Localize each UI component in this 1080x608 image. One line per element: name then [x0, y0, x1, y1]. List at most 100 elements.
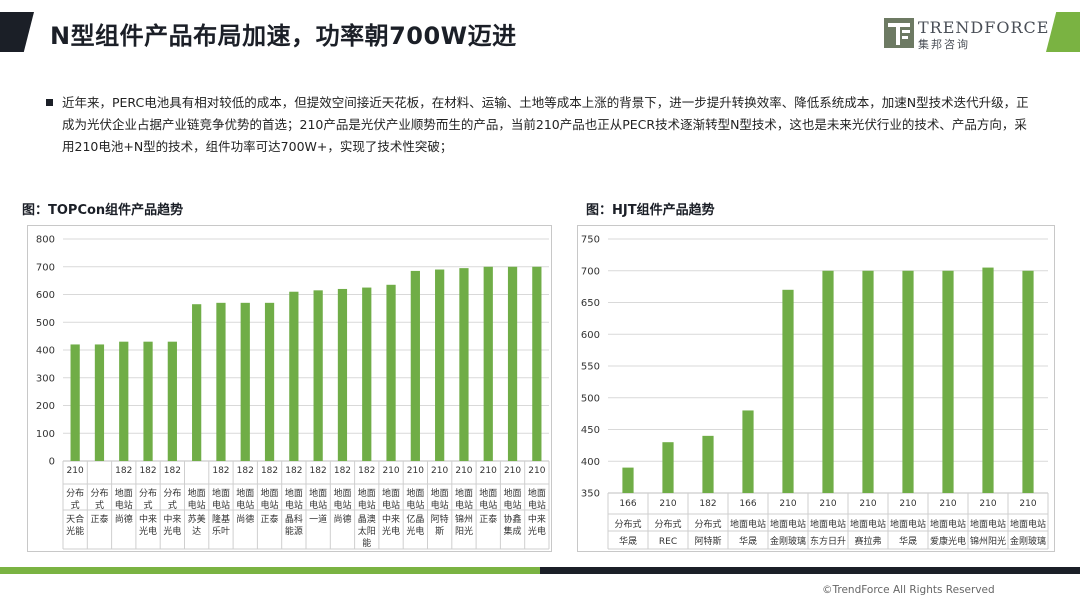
category-company-label: 阳光: [455, 525, 473, 537]
category-company-label: 光电: [406, 525, 424, 537]
category-type-label: 分布: [163, 487, 181, 499]
category-type-label: 地面: [285, 487, 303, 499]
category-size-label: 182: [285, 466, 302, 476]
title-accent-left: [0, 12, 34, 52]
hjt-chart-svg: 350 400 450 500 550 600 650 700 750 166 210 182 166 2…: [581, 235, 1049, 550]
category-type-label: 式: [168, 499, 177, 511]
category-size-label: 210: [382, 466, 399, 476]
category-company-label: 太阳: [358, 525, 376, 537]
bar: [264, 302, 275, 461]
category-size-label: 182: [139, 466, 156, 476]
category-type-label: 地面: [406, 487, 424, 499]
bar: [862, 270, 874, 493]
category-type-label: 电站: [115, 499, 133, 511]
bar: [337, 288, 348, 461]
category-type-label: 地面电站: [970, 518, 1006, 530]
category-company-label: 中来: [382, 513, 400, 525]
category-type-label: 地面: [309, 487, 327, 499]
bar: [386, 284, 396, 461]
category-company-label: 达: [192, 525, 201, 537]
category-company-label: 中来: [163, 513, 181, 525]
y-tick-label: 300: [36, 373, 55, 384]
y-tick-label: 650: [581, 298, 600, 309]
bar: [532, 266, 542, 461]
y-tick-label: 200: [36, 401, 55, 412]
category-company-label: 尚德: [115, 513, 133, 525]
category-type-label: 地面: [455, 487, 473, 499]
category-company-label: 赛拉弗: [854, 535, 881, 547]
category-company-label: 正泰: [479, 513, 497, 525]
category-size-label: 210: [859, 499, 876, 509]
bar: [143, 341, 153, 461]
bar: [119, 341, 129, 461]
category-type-label: 电站: [528, 499, 546, 511]
bar: [782, 289, 794, 493]
bar: [459, 268, 469, 461]
category-size-label: 182: [261, 466, 278, 476]
category-type-label: 电站: [504, 499, 522, 511]
bar: [622, 467, 634, 493]
category-company-label: 隆基: [212, 513, 230, 525]
bar: [192, 304, 202, 461]
category-company-label: 阿特: [431, 513, 449, 525]
bar: [313, 290, 323, 461]
topcon-chart-svg: 0 100 200 300 400 500 600 700 800 210 182 182 182 182…: [36, 235, 550, 550]
category-size-label: 210: [1019, 499, 1036, 509]
category-company-label: 光电: [163, 525, 181, 537]
bullet-square-icon: [46, 99, 53, 106]
category-type-label: 地面电站: [730, 518, 766, 530]
category-type-label: 电站: [406, 499, 424, 511]
category-type-label: 地面: [431, 487, 449, 499]
category-size-label: 182: [115, 466, 132, 476]
category-size-label: 166: [619, 499, 636, 509]
category-company-label: 能: [362, 537, 371, 549]
bar: [982, 267, 994, 493]
category-company-label: 光电: [139, 525, 157, 537]
bar: [702, 435, 714, 493]
category-type-label: 电站: [261, 499, 279, 511]
category-company-label: 乐叶: [212, 525, 230, 537]
category-size-label: 210: [979, 499, 996, 509]
bar: [902, 270, 914, 493]
category-company-label: 锦州: [455, 513, 473, 525]
category-company-label: 一道: [309, 513, 327, 525]
bar: [240, 302, 250, 461]
category-type-label: 分布式: [614, 518, 641, 530]
footer-bar-dark: [540, 567, 1080, 574]
y-tick-label: 500: [36, 318, 55, 329]
intro-paragraph: 近年来，PERC电池具有相对较低的成本，但提效空间接近天花板，在材料、运输、土地…: [62, 95, 1029, 154]
category-size-label: 182: [237, 466, 254, 476]
category-size-label: 210: [779, 499, 796, 509]
category-company-label: 光能: [66, 525, 84, 537]
category-company-label: 斯: [435, 525, 444, 537]
category-size-label: 210: [407, 466, 424, 476]
bar: [822, 270, 834, 493]
logo-text-en: TRENDFORCE: [918, 18, 1050, 37]
category-company-label: 爱康光电: [930, 535, 966, 547]
copyright-text: ©TrendForce All Rights Reserved: [822, 584, 995, 596]
category-type-label: 电站: [212, 499, 230, 511]
topcon-chart-title: 图：TOPCon组件产品趋势: [22, 203, 184, 218]
category-company-label: 锦州阳光: [970, 535, 1006, 547]
category-type-label: 电站: [188, 499, 206, 511]
category-company-label: 集成: [504, 525, 522, 537]
category-type-label: 电站: [479, 499, 497, 511]
category-type-label: 分布: [66, 487, 84, 499]
bar: [483, 266, 493, 461]
category-size-label: 210: [659, 499, 676, 509]
category-type-label: 地面电站: [930, 518, 966, 530]
page-title: N型组件产品布局加速，功率朝700W迈进: [50, 22, 517, 50]
category-type-label: 式: [95, 499, 104, 511]
bar: [507, 266, 518, 461]
y-tick-label: 0: [49, 457, 55, 468]
category-company-label: 亿晶: [406, 513, 424, 525]
category-type-label: 地面: [212, 487, 230, 499]
category-type-label: 电站: [333, 499, 351, 511]
y-tick-label: 700: [36, 262, 55, 273]
category-type-label: 分布式: [654, 518, 681, 530]
bar: [70, 344, 80, 461]
bar: [435, 269, 445, 461]
category-company-label: 尚德: [236, 513, 254, 525]
y-tick-label: 800: [36, 235, 55, 246]
y-tick-label: 750: [581, 235, 600, 246]
